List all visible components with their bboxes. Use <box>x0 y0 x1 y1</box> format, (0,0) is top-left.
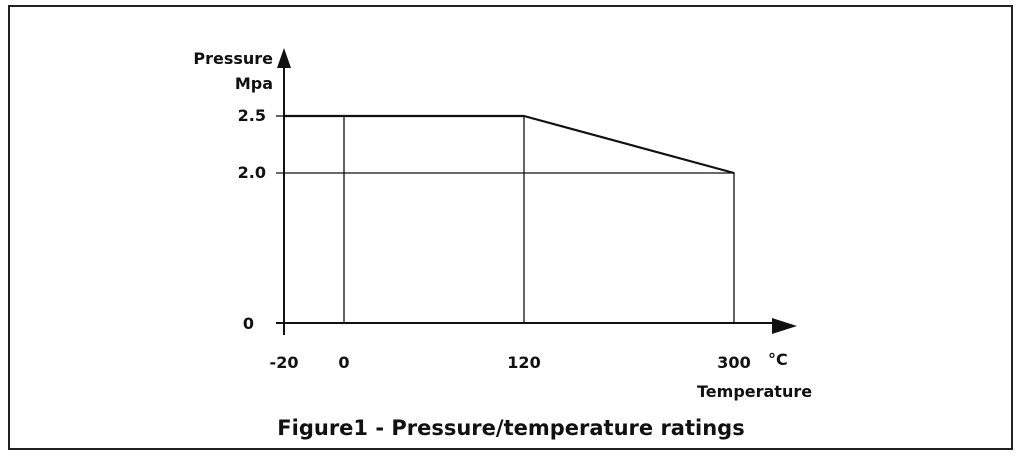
series-group <box>283 114 735 175</box>
x-tick-label-300: 300 <box>717 353 750 372</box>
reference-lines <box>276 115 735 323</box>
data-point-300 <box>733 172 735 174</box>
y-axis-unit: Mpa <box>235 74 273 93</box>
figure-caption: Figure1 - Pressure/temperature ratings <box>277 416 744 440</box>
y-tick-label-2-0: 2.0 <box>238 163 266 182</box>
x-axis-arrow <box>772 318 797 334</box>
data-point--20 <box>283 115 285 117</box>
x-tick-label--20: -20 <box>270 353 299 372</box>
x-axis-unit: °C <box>768 350 788 369</box>
x-tick-label-0: 0 <box>338 353 349 372</box>
figure-frame <box>8 5 1013 450</box>
y-axis-title: Pressure <box>193 49 273 68</box>
x-axis-title: Temperature <box>697 382 812 401</box>
y-tick-label-0: 0 <box>243 314 254 333</box>
series-line-pressure-rating <box>284 114 735 175</box>
y-tick-label-2-5: 2.5 <box>238 106 266 125</box>
x-tick-label-120: 120 <box>507 353 540 372</box>
data-point-120 <box>523 115 525 117</box>
y-axis-arrow <box>277 48 291 68</box>
